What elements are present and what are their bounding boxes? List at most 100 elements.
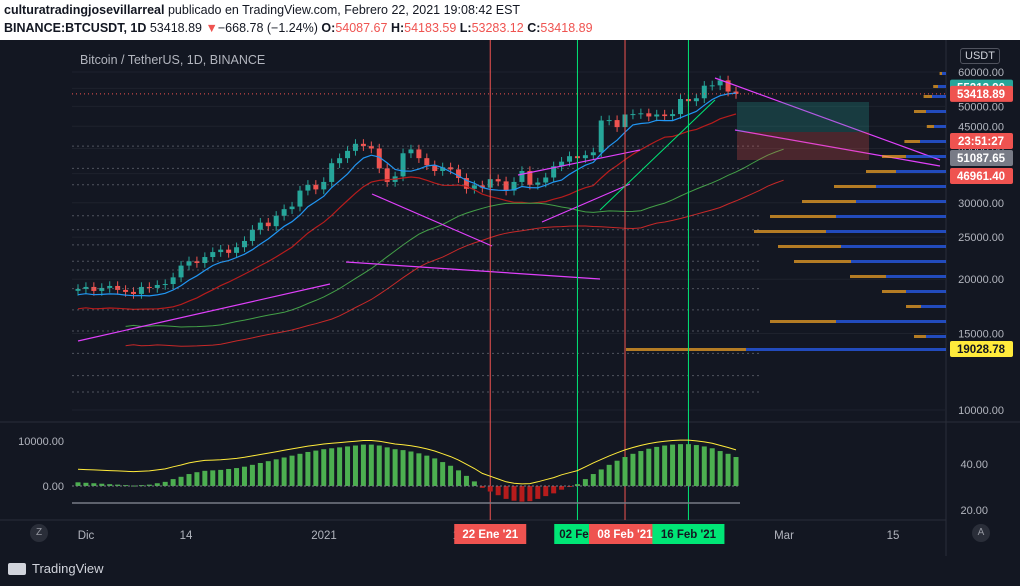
histogram-bar bbox=[337, 447, 343, 486]
volume-profile-bar bbox=[851, 260, 946, 263]
price-label-box bbox=[950, 150, 1013, 166]
histogram-group bbox=[75, 444, 739, 502]
candle bbox=[448, 167, 454, 170]
chart-title: Bitcoin / TetherUS, 1D, BINANCE bbox=[80, 53, 266, 67]
stop-zone bbox=[737, 132, 869, 160]
candle bbox=[289, 206, 295, 210]
volume-profile-bar bbox=[778, 245, 841, 248]
candle bbox=[670, 114, 676, 117]
author[interactable]: culturatradingjosevillarreal bbox=[4, 3, 165, 17]
candle bbox=[186, 261, 192, 266]
tradingview-logo[interactable]: TradingView bbox=[8, 561, 104, 576]
trendline bbox=[345, 261, 601, 280]
volume-profile-bar bbox=[882, 155, 906, 158]
histogram-bar bbox=[226, 468, 232, 486]
histogram-bar bbox=[91, 483, 97, 486]
histogram-bar bbox=[273, 459, 279, 486]
histogram-bar bbox=[234, 468, 240, 486]
histogram-bar bbox=[654, 446, 660, 486]
candle bbox=[337, 158, 343, 164]
candle bbox=[527, 171, 533, 185]
histogram-bar bbox=[368, 444, 374, 486]
volume-profile-bar bbox=[932, 95, 946, 98]
volume-profile-bar bbox=[904, 140, 920, 143]
currency-button[interactable]: USDT bbox=[960, 48, 1000, 64]
histogram-bar bbox=[527, 486, 533, 502]
histogram-bar bbox=[345, 446, 351, 486]
close-value: 53418.89 bbox=[540, 21, 593, 35]
histogram-bar bbox=[115, 484, 121, 486]
histogram-bar bbox=[630, 453, 636, 486]
auto-scale-button[interactable]: A bbox=[972, 524, 990, 542]
zoom-button[interactable]: Z bbox=[30, 524, 48, 542]
published-info: publicado en TradingView.com, Febrero 22… bbox=[167, 3, 521, 17]
date-annotation-label: 02 Feb bbox=[559, 529, 595, 541]
candle bbox=[210, 252, 216, 258]
volume-profile-bar bbox=[882, 290, 906, 293]
histogram-bar bbox=[471, 481, 477, 486]
histogram-bar bbox=[598, 469, 604, 486]
ichimoku-span-b bbox=[125, 179, 784, 347]
candle bbox=[329, 163, 335, 182]
price-chart[interactable]: 60000.0055000.0050000.0045000.0040000.00… bbox=[0, 40, 1020, 556]
time-tick-label: 14 bbox=[180, 530, 193, 542]
candle bbox=[590, 152, 596, 156]
histogram-bar bbox=[289, 455, 295, 486]
candle bbox=[241, 240, 247, 248]
histogram-bar bbox=[305, 451, 311, 486]
price-label-text: 53418.89 bbox=[957, 89, 1005, 101]
volume-profile-bar bbox=[906, 290, 946, 293]
candle bbox=[83, 286, 89, 289]
volume-profile-bar bbox=[802, 200, 856, 203]
candle bbox=[138, 286, 144, 294]
histogram-bar bbox=[146, 484, 152, 486]
histogram-bar bbox=[265, 461, 271, 486]
candle bbox=[678, 98, 684, 115]
volume-profile-bar bbox=[920, 140, 946, 143]
histogram-bar bbox=[733, 457, 739, 486]
histogram-bar bbox=[352, 445, 358, 486]
candle bbox=[471, 185, 477, 189]
candle bbox=[733, 91, 739, 94]
candle bbox=[123, 289, 129, 292]
volume-profile-bar bbox=[926, 110, 946, 113]
volume-profile-bar bbox=[921, 305, 946, 308]
candle bbox=[511, 181, 517, 191]
candle bbox=[638, 113, 644, 115]
histogram-bar bbox=[463, 475, 469, 486]
candle bbox=[495, 179, 501, 182]
candle bbox=[606, 120, 612, 122]
histogram-bar bbox=[574, 484, 580, 486]
volume-profile-bar bbox=[934, 125, 946, 128]
price-tick-label: 10000.00 bbox=[958, 405, 1004, 417]
trendline bbox=[517, 149, 641, 176]
histogram-bar bbox=[685, 444, 691, 486]
candle bbox=[154, 284, 160, 288]
candle bbox=[567, 156, 573, 162]
price-tick-label: 30000.00 bbox=[958, 198, 1004, 210]
volume-profile-bar bbox=[746, 348, 946, 351]
histogram-bar bbox=[646, 448, 652, 486]
volume-profile-bar bbox=[826, 230, 946, 233]
candle bbox=[384, 168, 390, 182]
price-label-box bbox=[950, 341, 1013, 357]
candle bbox=[249, 229, 255, 241]
candle bbox=[130, 291, 136, 294]
candle bbox=[416, 149, 422, 159]
price-label-box bbox=[950, 168, 1013, 184]
candle bbox=[717, 80, 723, 86]
ema-fast-line bbox=[77, 92, 737, 297]
candle bbox=[281, 209, 287, 216]
histogram-bar bbox=[75, 482, 81, 486]
volume-profile-bar bbox=[836, 320, 946, 323]
histogram-bar bbox=[321, 449, 327, 486]
tradingview-icon bbox=[8, 562, 26, 575]
histogram-bar bbox=[186, 474, 192, 486]
histogram-bar bbox=[392, 449, 398, 486]
close-label: C: bbox=[527, 21, 541, 35]
candle bbox=[543, 177, 549, 183]
candle bbox=[265, 222, 271, 227]
histogram-bar bbox=[249, 464, 255, 486]
price-label-box bbox=[950, 85, 1013, 102]
candle bbox=[519, 171, 525, 182]
